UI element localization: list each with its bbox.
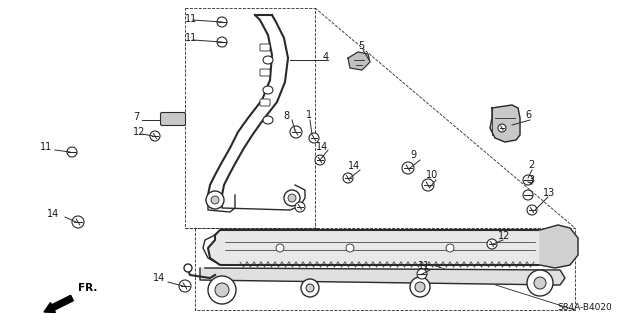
FancyBboxPatch shape: [260, 44, 270, 51]
Text: 12: 12: [498, 231, 511, 241]
Circle shape: [208, 276, 236, 304]
Text: 2: 2: [528, 160, 534, 170]
Circle shape: [523, 175, 533, 185]
Text: 14: 14: [348, 161, 360, 171]
Polygon shape: [208, 230, 565, 265]
Text: 13: 13: [543, 188, 555, 198]
Polygon shape: [348, 52, 370, 70]
Circle shape: [67, 147, 77, 157]
Text: 9: 9: [410, 150, 416, 160]
Circle shape: [410, 277, 430, 297]
Circle shape: [346, 244, 354, 252]
Circle shape: [215, 283, 229, 297]
Circle shape: [527, 205, 537, 215]
Circle shape: [206, 191, 224, 209]
Circle shape: [295, 202, 305, 212]
Circle shape: [343, 173, 353, 183]
Text: 11: 11: [40, 142, 52, 152]
Circle shape: [309, 133, 319, 143]
Circle shape: [184, 264, 192, 272]
Circle shape: [315, 155, 325, 165]
Circle shape: [402, 162, 414, 174]
Circle shape: [523, 190, 533, 200]
Ellipse shape: [263, 86, 273, 94]
Circle shape: [72, 216, 84, 228]
Polygon shape: [490, 105, 520, 142]
Text: 4: 4: [323, 52, 329, 62]
Circle shape: [527, 270, 553, 296]
Text: 11: 11: [185, 14, 197, 24]
Text: 6: 6: [525, 110, 531, 120]
FancyArrow shape: [44, 295, 73, 312]
Text: 12: 12: [133, 127, 146, 137]
Circle shape: [290, 126, 302, 138]
Circle shape: [217, 17, 227, 27]
Circle shape: [179, 280, 191, 292]
Text: 10: 10: [426, 170, 439, 180]
Circle shape: [217, 37, 227, 47]
Circle shape: [487, 239, 497, 249]
Text: 14: 14: [47, 209, 59, 219]
Circle shape: [284, 190, 300, 206]
Circle shape: [150, 131, 160, 141]
Ellipse shape: [263, 56, 273, 64]
Text: 7: 7: [133, 112, 139, 122]
Circle shape: [446, 244, 454, 252]
Text: 8: 8: [283, 111, 289, 121]
Text: 14: 14: [316, 142, 328, 152]
Text: 11: 11: [418, 261, 430, 271]
Circle shape: [211, 196, 219, 204]
Circle shape: [301, 279, 319, 297]
Text: 5: 5: [358, 41, 364, 51]
Circle shape: [498, 124, 506, 132]
FancyBboxPatch shape: [160, 113, 185, 125]
Text: 1: 1: [306, 110, 312, 120]
FancyBboxPatch shape: [260, 99, 270, 106]
Circle shape: [422, 179, 434, 191]
Text: S84A-B4020: S84A-B4020: [557, 303, 612, 312]
Text: 11: 11: [185, 33, 197, 43]
Circle shape: [417, 269, 427, 279]
Circle shape: [288, 194, 296, 202]
Text: 14: 14: [153, 273, 165, 283]
Circle shape: [276, 244, 284, 252]
FancyBboxPatch shape: [260, 69, 270, 76]
Ellipse shape: [263, 116, 273, 124]
Polygon shape: [200, 268, 565, 285]
Text: FR.: FR.: [78, 283, 98, 293]
Circle shape: [415, 282, 425, 292]
Circle shape: [534, 277, 546, 289]
Text: 3: 3: [528, 175, 534, 185]
Circle shape: [306, 284, 314, 292]
Polygon shape: [540, 225, 578, 268]
